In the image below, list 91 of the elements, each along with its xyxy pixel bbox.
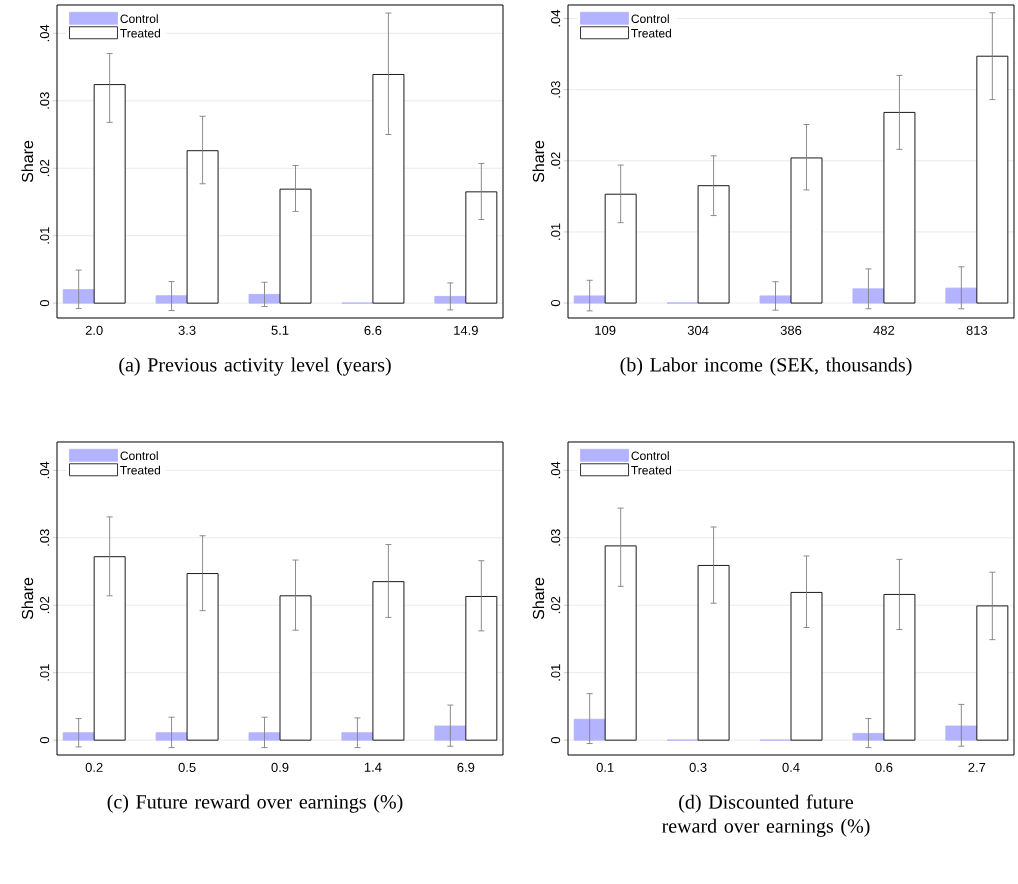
bar <box>372 74 405 304</box>
y-tick-label: .02 <box>551 596 561 614</box>
y-tick-label: .04 <box>551 461 561 479</box>
x-tick-label: 304 <box>687 325 709 335</box>
y-axis-title: Share <box>21 140 34 183</box>
x-tick-label: 0.3 <box>689 762 707 772</box>
bar <box>62 289 95 304</box>
y-tick-label: 0 <box>40 737 50 744</box>
bar <box>372 581 405 741</box>
x-tick-label: 14.9 <box>454 325 478 335</box>
text: (c) Future reward over earnings (%) <box>107 794 403 813</box>
y-tick-label: .02 <box>40 596 50 614</box>
x-tick-label: 109 <box>595 325 616 335</box>
bar <box>790 591 823 741</box>
bar <box>976 605 1009 741</box>
x-tick-label: 2.7 <box>968 762 986 772</box>
legend-label: Control <box>120 451 158 461</box>
y-tick-label: .02 <box>551 152 561 169</box>
bar <box>93 84 126 304</box>
bar <box>186 150 219 304</box>
bar <box>976 55 1009 304</box>
y-tick-label: 0 <box>551 737 561 744</box>
bar <box>945 287 978 304</box>
bar <box>945 725 978 741</box>
x-tick-label: 0.9 <box>271 762 289 772</box>
legend-label: Treated <box>631 28 672 38</box>
y-tick-label: .03 <box>40 92 50 109</box>
y-tick-label: .04 <box>551 9 561 27</box>
text: (d) Discounted future reward over earnings (%) <box>662 794 870 837</box>
bar <box>852 732 885 741</box>
x-tick-label: 813 <box>966 325 988 335</box>
y-axis-title: Share <box>532 577 545 620</box>
bar <box>604 545 637 741</box>
bar <box>465 191 498 304</box>
y-tick-label: .03 <box>551 81 561 98</box>
bar <box>279 595 312 741</box>
bar <box>759 295 792 304</box>
bar <box>604 193 637 304</box>
bar <box>155 732 188 741</box>
bar <box>155 295 188 304</box>
bar <box>697 185 730 304</box>
y-axis-title: Share <box>21 577 34 620</box>
y-tick-label: 0 <box>551 299 561 307</box>
x-tick-label: 5.1 <box>271 325 289 335</box>
bar <box>341 732 374 741</box>
y-tick-label: .02 <box>40 159 50 177</box>
bar <box>248 732 281 741</box>
x-tick-label: 0.4 <box>782 762 800 772</box>
x-tick-label: 0.2 <box>85 762 103 772</box>
text: (a) Previous activity level (years) <box>119 357 391 376</box>
x-tick-label: 1.4 <box>364 762 382 772</box>
bar <box>465 596 498 741</box>
y-tick-label: .01 <box>551 664 561 681</box>
y-axis-title: Share <box>532 140 545 183</box>
text: (b) Labor income (SEK, thousands) <box>620 357 912 376</box>
y-tick-label: 0 <box>40 300 50 307</box>
x-tick-label: 3.3 <box>178 325 196 335</box>
legend-label: Treated <box>120 28 161 38</box>
bar <box>186 573 219 741</box>
x-tick-label: 386 <box>780 325 802 335</box>
y-tick-label: .03 <box>40 529 50 546</box>
x-tick-label: 0.1 <box>596 762 614 772</box>
legend-label: Control <box>631 451 669 461</box>
x-tick-label: 0.6 <box>875 762 893 772</box>
bar <box>248 293 281 304</box>
x-tick-label: 2.0 <box>85 325 103 335</box>
x-tick-label: 6.9 <box>457 762 475 772</box>
bar <box>883 111 916 304</box>
y-tick-label: .03 <box>551 529 561 546</box>
bar <box>573 295 606 304</box>
bar <box>790 157 823 304</box>
bar <box>434 725 467 741</box>
bar <box>852 288 885 304</box>
y-tick-label: .01 <box>40 664 50 681</box>
legend-label: Control <box>631 14 669 23</box>
bar <box>62 732 95 741</box>
y-tick-label: .01 <box>40 227 50 244</box>
bar <box>697 565 730 741</box>
bar <box>434 295 467 304</box>
legend-label: Control <box>120 14 158 23</box>
bar <box>93 556 126 741</box>
x-tick-label: 0.5 <box>178 762 196 772</box>
y-tick-label: .04 <box>40 24 50 42</box>
bar <box>883 594 916 741</box>
x-tick-label: 482 <box>873 325 895 335</box>
legend-label: Treated <box>120 465 161 475</box>
y-tick-label: .04 <box>40 461 50 479</box>
bar <box>279 188 312 304</box>
y-tick-label: .01 <box>551 223 561 240</box>
legend-label: Treated <box>631 465 672 475</box>
x-tick-label: 6.6 <box>364 325 382 335</box>
